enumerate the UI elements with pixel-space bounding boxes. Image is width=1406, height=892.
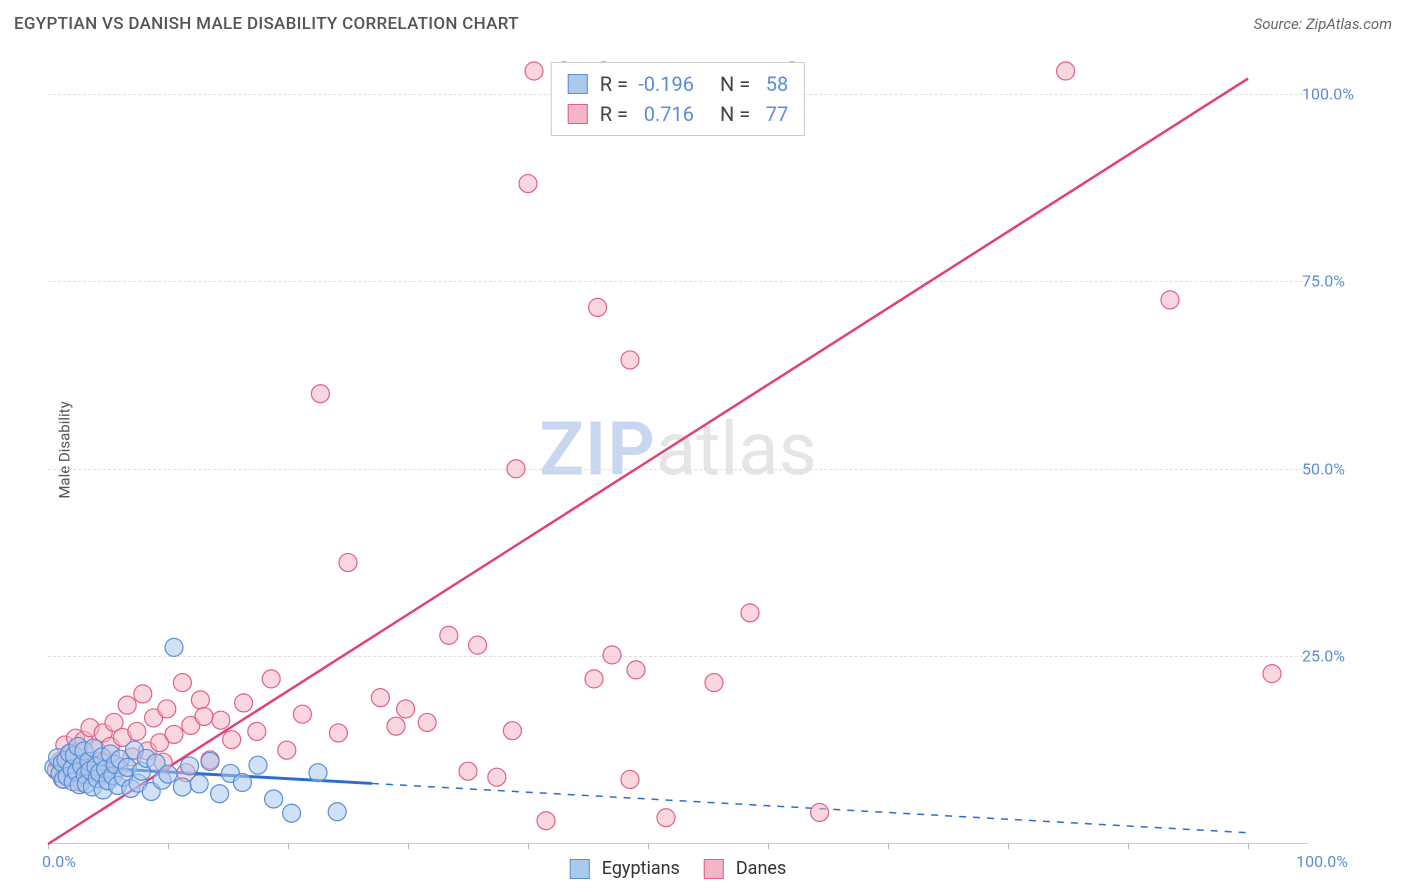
scatter-point-danes bbox=[537, 812, 555, 830]
source-label: Source: ZipAtlas.com bbox=[1254, 15, 1392, 33]
scatter-point-danes bbox=[507, 460, 525, 478]
ytick-label: 50.0% bbox=[1302, 459, 1358, 478]
scatter-point-egyptians bbox=[201, 752, 219, 770]
scatter-point-danes bbox=[1263, 665, 1281, 683]
scatter-point-egyptians bbox=[165, 638, 183, 656]
series-legend: Egyptians Danes bbox=[570, 858, 786, 879]
scatter-point-danes bbox=[627, 661, 645, 679]
stats-row-danes: R = 0.716 N = 77 bbox=[568, 99, 788, 129]
scatter-point-danes bbox=[339, 554, 357, 572]
scatter-point-egyptians bbox=[283, 804, 301, 822]
scatter-point-egyptians bbox=[181, 757, 199, 775]
swatch-egyptians bbox=[570, 859, 590, 879]
scatter-point-danes bbox=[705, 674, 723, 692]
chart-title: EGYPTIAN VS DANISH MALE DISABILITY CORRE… bbox=[14, 14, 519, 34]
r-value: 0.716 bbox=[636, 99, 694, 129]
legend-item-danes: Danes bbox=[704, 858, 786, 879]
scatter-point-danes bbox=[657, 809, 675, 827]
scatter-point-danes bbox=[128, 722, 146, 740]
scatter-point-danes bbox=[134, 685, 152, 703]
scatter-point-danes bbox=[118, 696, 136, 714]
scatter-point-danes bbox=[311, 385, 329, 403]
scatter-point-egyptians bbox=[249, 756, 267, 774]
scatter-point-danes bbox=[212, 711, 230, 729]
scatter-point-danes bbox=[397, 700, 415, 718]
n-label: N = bbox=[720, 69, 750, 99]
scatter-point-danes bbox=[1161, 291, 1179, 309]
scatter-point-egyptians bbox=[173, 778, 191, 796]
scatter-point-danes bbox=[387, 717, 405, 735]
x-origin-label: 0.0% bbox=[42, 852, 76, 871]
scatter-point-danes bbox=[371, 689, 389, 707]
scatter-point-egyptians bbox=[190, 775, 208, 793]
ytick-label: 25.0% bbox=[1302, 647, 1358, 666]
scatter-point-egyptians bbox=[211, 785, 229, 803]
n-value: 77 bbox=[758, 99, 788, 129]
scatter-point-danes bbox=[488, 768, 506, 786]
scatter-point-danes bbox=[621, 351, 639, 369]
scatter-point-egyptians bbox=[309, 764, 327, 782]
ytick-label: 75.0% bbox=[1302, 272, 1358, 291]
scatter-point-danes bbox=[621, 770, 639, 788]
scatter-point-danes bbox=[440, 626, 458, 644]
swatch-danes bbox=[704, 859, 724, 879]
scatter-point-danes bbox=[1057, 62, 1075, 80]
n-label: N = bbox=[720, 99, 750, 129]
swatch-danes bbox=[568, 104, 588, 124]
scatter-points bbox=[48, 56, 1308, 844]
scatter-point-danes bbox=[459, 762, 477, 780]
legend-label-egyptians: Egyptians bbox=[602, 858, 680, 879]
scatter-point-danes bbox=[525, 62, 543, 80]
scatter-point-danes bbox=[589, 298, 607, 316]
scatter-point-danes bbox=[165, 725, 183, 743]
plot-area: ZIPatlas R =-0.196N =58R =0.716N =77 Egy… bbox=[48, 56, 1308, 844]
scatter-point-danes bbox=[519, 175, 537, 193]
legend-item-egyptians: Egyptians bbox=[570, 858, 680, 879]
scatter-point-danes bbox=[235, 694, 253, 712]
r-label: R = bbox=[600, 99, 628, 129]
scatter-point-danes bbox=[293, 705, 311, 723]
scatter-point-danes bbox=[248, 722, 266, 740]
scatter-point-danes bbox=[191, 691, 209, 709]
scatter-point-egyptians bbox=[159, 765, 177, 783]
scatter-point-danes bbox=[418, 713, 436, 731]
scatter-point-danes bbox=[741, 604, 759, 622]
plot-container: Male Disability ZIPatlas R =-0.196N =58R… bbox=[48, 56, 1358, 844]
scatter-point-danes bbox=[469, 636, 487, 654]
swatch-egyptians bbox=[568, 74, 588, 94]
scatter-point-danes bbox=[158, 700, 176, 718]
legend-label-danes: Danes bbox=[736, 858, 786, 879]
scatter-point-danes bbox=[329, 724, 347, 742]
r-value: -0.196 bbox=[636, 69, 694, 99]
scatter-point-egyptians bbox=[233, 773, 251, 791]
scatter-point-danes bbox=[173, 674, 191, 692]
scatter-point-danes bbox=[262, 670, 280, 688]
ytick-label: 100.0% bbox=[1302, 84, 1358, 103]
scatter-point-egyptians bbox=[328, 803, 346, 821]
scatter-point-egyptians bbox=[265, 790, 283, 808]
stats-row-egyptians: R = -0.196 N = 58 bbox=[568, 69, 788, 99]
n-value: 58 bbox=[758, 69, 788, 99]
scatter-point-danes bbox=[503, 722, 521, 740]
x-end-label: 100.0% bbox=[1296, 852, 1348, 871]
scatter-point-danes bbox=[195, 707, 213, 725]
scatter-point-danes bbox=[603, 646, 621, 664]
scatter-point-danes bbox=[278, 741, 296, 759]
scatter-point-danes bbox=[223, 731, 241, 749]
scatter-point-danes bbox=[585, 670, 603, 688]
r-label: R = bbox=[600, 69, 628, 99]
scatter-point-danes bbox=[811, 803, 829, 821]
stats-legend: R = -0.196 N = 58 R = 0.716 N = 77 bbox=[551, 62, 805, 136]
